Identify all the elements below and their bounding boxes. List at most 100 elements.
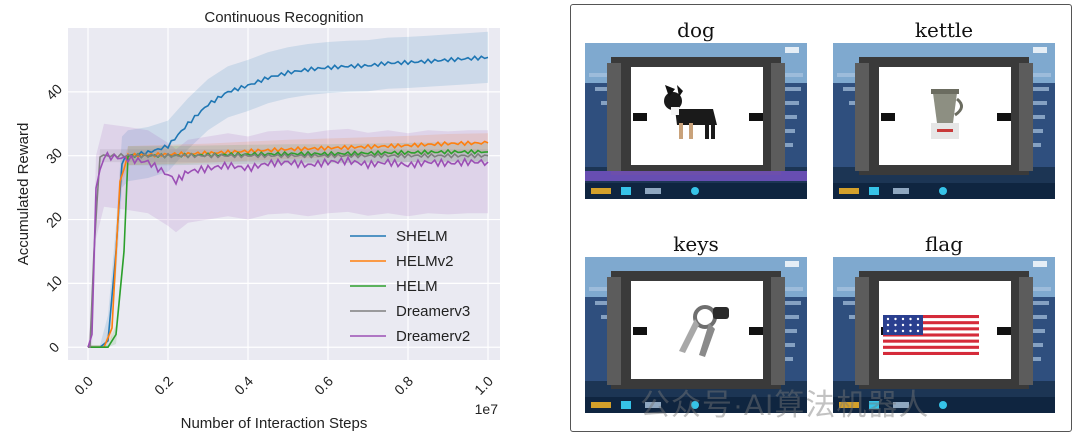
kettle-lid: [931, 89, 959, 94]
chart-title: Continuous Recognition: [204, 9, 363, 26]
scene-purple-strip: [585, 171, 807, 181]
line-chart: 0.0 0.2 0.4 0.6 0.8 1.0 0 10 20 30 40 Continuous Re…: [15, 9, 500, 432]
example-label: flag: [924, 232, 964, 256]
hud-counter: [1033, 261, 1047, 267]
hud-item: [691, 401, 699, 409]
monitor-pillar: [771, 63, 785, 171]
y-tick-label: 10: [43, 272, 65, 294]
hud-item: [839, 188, 859, 194]
flag-star: [916, 329, 920, 333]
hud-item: [691, 187, 699, 195]
monitor-pillar: [1019, 277, 1033, 385]
monitor-screen: [631, 281, 763, 379]
flag-image: [833, 257, 1055, 413]
series-line-helmv2: [88, 140, 489, 348]
scene-stripe: [837, 287, 867, 291]
monitor-pillar: [1019, 63, 1033, 171]
hud-item: [893, 402, 909, 408]
flag-star: [886, 323, 890, 327]
example-label: keys: [673, 232, 719, 256]
y-tick-label: 0: [46, 339, 63, 356]
flag-star: [909, 329, 912, 333]
flag-star: [894, 323, 897, 327]
legend-entry: HELMv2: [396, 253, 454, 270]
watermark: 公众号·AI算法机器人: [640, 389, 930, 422]
hud-item: [591, 402, 611, 408]
scene-stripe: [589, 287, 619, 291]
hud-counter: [785, 261, 799, 267]
flag-star: [909, 317, 912, 321]
key-head: [713, 307, 729, 319]
kettle-image: [833, 43, 1055, 199]
scene-stripe: [1021, 73, 1051, 77]
y-tick-label: 20: [43, 208, 65, 230]
hud-item: [893, 188, 909, 194]
example-cell-kettle: kettle: [833, 17, 1055, 199]
monitor-pillar: [855, 63, 869, 171]
screen-marker: [633, 113, 647, 121]
dog-image: [585, 43, 807, 199]
hud-item: [839, 402, 859, 408]
x-tick-label: 0.4: [231, 373, 256, 398]
x-axis-label: Number of Interaction Steps: [181, 415, 368, 432]
dog-body: [675, 109, 717, 125]
scene-stripe: [1019, 301, 1049, 305]
y-tick-label: 30: [43, 144, 65, 166]
keys-image: [585, 257, 807, 413]
flag-star: [901, 323, 905, 327]
example-cell-dog: dog: [585, 17, 807, 199]
scene-stripe: [589, 73, 619, 77]
dog-ear: [677, 85, 683, 97]
scene-stripe: [837, 73, 867, 77]
flag-star: [894, 317, 897, 321]
y-axis-label: Accumulated Reward: [15, 123, 32, 266]
scene-stripe: [771, 301, 801, 305]
dog-head: [664, 92, 682, 110]
flag-stripe: [883, 327, 979, 331]
series-line-dreamerv3: [88, 152, 489, 348]
flag-stripe: [883, 345, 979, 349]
monitor-pillar: [607, 277, 621, 385]
dog-leg: [689, 123, 693, 139]
hud-item: [939, 401, 947, 409]
series-band: [88, 31, 488, 348]
chart: 0.0 0.2 0.4 0.6 0.8 1.0 0 10 20 30 40 Continuous Re…: [15, 9, 500, 432]
example-cell-keys: keys: [585, 231, 807, 413]
key-blade: [679, 319, 699, 353]
legend-entry: Dreamerv3: [396, 303, 470, 320]
example-label: dog: [677, 18, 715, 42]
monitor-pillar: [607, 63, 621, 171]
dog-leg: [705, 123, 709, 139]
scene-stripe: [771, 87, 801, 91]
scene-stripe: [1019, 87, 1049, 91]
flag-stripe: [883, 351, 979, 355]
key-blade: [699, 323, 715, 357]
flag-star: [886, 329, 890, 333]
screen-marker: [997, 327, 1011, 335]
series-band: [88, 123, 488, 348]
series-line-dreamerv2: [87, 150, 489, 348]
x-tick-label: 1.0: [471, 373, 496, 398]
series-line-shelm: [88, 55, 489, 348]
flag-star: [916, 323, 920, 327]
flag-star: [886, 317, 890, 321]
flag-stripe: [883, 339, 979, 343]
x-tick-label: 0.2: [151, 373, 176, 398]
legend-entry: SHELM: [396, 228, 448, 245]
hud-item: [591, 188, 611, 194]
legend-entry: HELM: [396, 278, 438, 295]
screen-marker: [749, 113, 763, 121]
example-label: kettle: [914, 18, 974, 42]
legend-entry: Dreamerv2: [396, 328, 470, 345]
monitor-pillar: [855, 277, 869, 385]
x-tick-label: 0.0: [71, 373, 96, 398]
screen-marker: [633, 327, 647, 335]
hud-counter: [1033, 47, 1047, 53]
flag-star: [894, 329, 897, 333]
hud-item: [939, 187, 947, 195]
plot-background: [68, 28, 500, 360]
example-cell-flag: flag: [833, 231, 1055, 413]
dog-leg: [711, 123, 715, 139]
dog-leg: [679, 123, 683, 139]
monitor-pillar: [771, 277, 785, 385]
